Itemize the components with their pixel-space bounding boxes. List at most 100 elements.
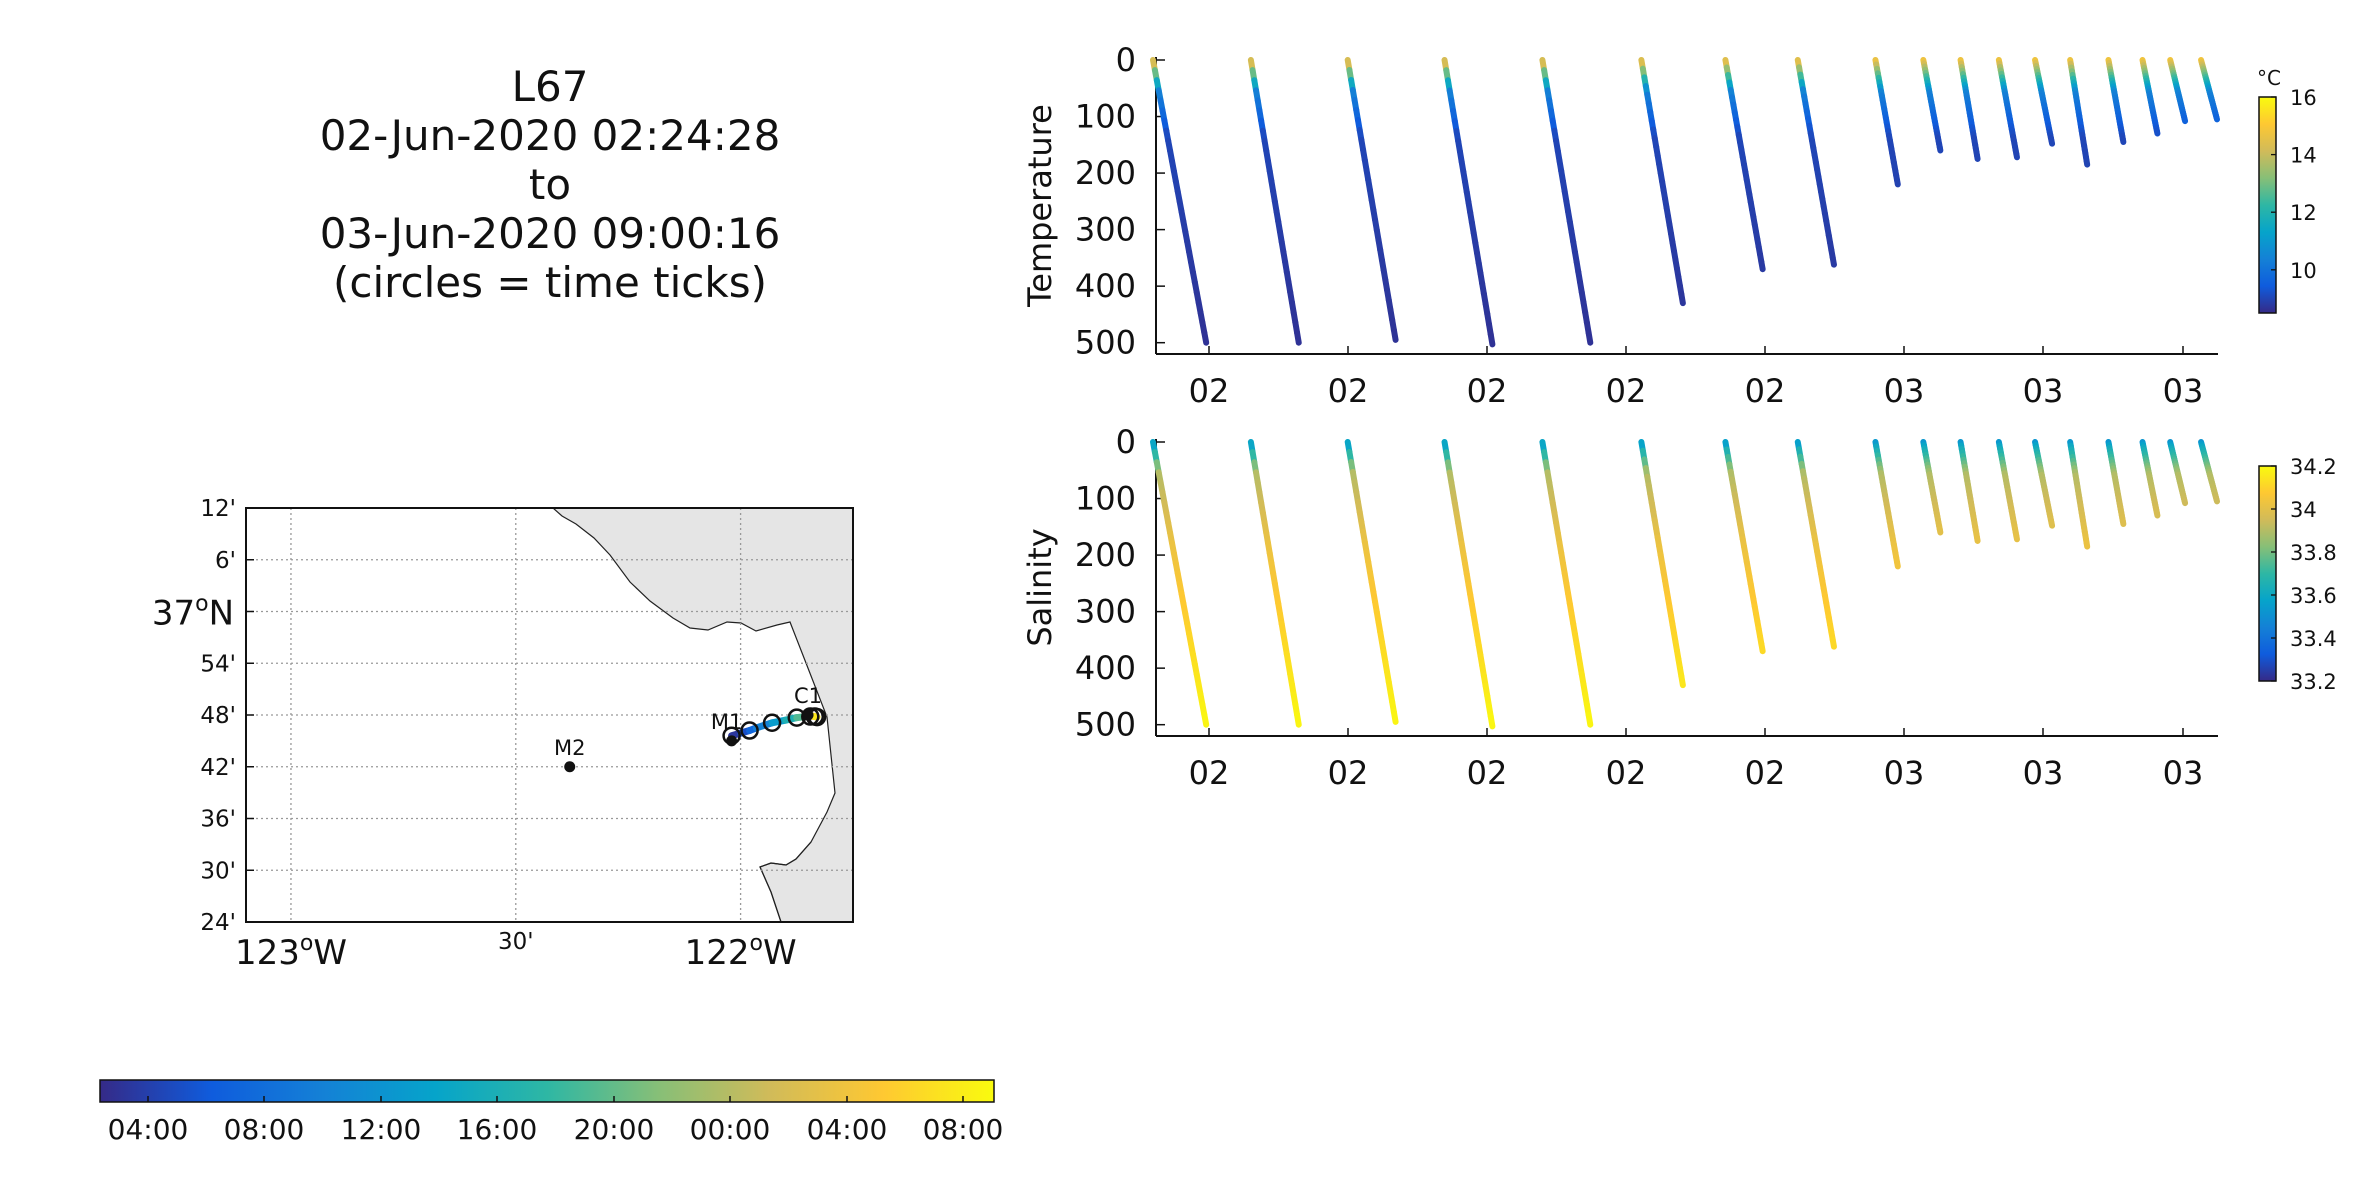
temperature-section: 0 100 200 300 400 500 Temperature 02 02 02 02 02 03 0… <box>1021 41 2317 410</box>
time-colorbar-label-3: 16:00 <box>457 1113 538 1146</box>
sal-profile-17-seg-27 <box>2213 496 2220 505</box>
sal-profile-11-seg-27 <box>2013 532 2020 543</box>
time-colorbar-label-5: 00:00 <box>690 1113 771 1146</box>
sal-profile-5-seg-27 <box>1678 673 1686 689</box>
temp-profile-11-seg-27 <box>2013 150 2020 161</box>
sal-colorbar-label-5: 34.2 <box>2290 455 2337 479</box>
map-lat-label-8: 24' <box>200 910 236 936</box>
map-lat-label-0: 12' <box>200 496 236 522</box>
temp-colorbar-label-1: 12 <box>2290 201 2317 225</box>
temp-y-tick-label-2: 200 <box>1075 154 1136 192</box>
temp-y-label: Temperature <box>1021 104 1059 308</box>
temp-profile-13-seg-27 <box>2083 157 2091 168</box>
sal-profile-0-seg-27 <box>1201 711 1210 728</box>
time-colorbar-label-2: 12:00 <box>341 1113 422 1146</box>
sal-profile-9-seg-27 <box>1936 526 1944 536</box>
sal-profile-1-seg-27 <box>1294 711 1302 728</box>
time-colorbar-bar <box>99 1079 995 1103</box>
coastline-south <box>759 841 812 923</box>
temp-colorbar <box>2258 96 2277 314</box>
sal-x-tick-label-7: 03 <box>2163 754 2204 792</box>
title-start-time: 02-Jun-2020 02:24:28 <box>319 111 781 160</box>
map-lat-label-7: 30' <box>200 858 236 884</box>
map-lat-label-6: 36' <box>200 807 236 833</box>
sal-profile-15-seg-27 <box>2153 509 2161 519</box>
temp-profile-14-seg-27 <box>2119 136 2127 145</box>
map-lat-label-4: 48' <box>200 703 236 729</box>
temp-profile-12-seg-27 <box>2048 137 2056 147</box>
temp-x-tick-label-5: 03 <box>1884 372 1925 410</box>
sal-profile-2-seg-27 <box>1390 708 1399 725</box>
sal-y-tick-label-5: 500 <box>1075 706 1136 744</box>
temp-y-tick-label-0: 0 <box>1116 41 1136 79</box>
time-colorbar-label-6: 04:00 <box>807 1113 888 1146</box>
sal-x-tick-label-0: 02 <box>1189 754 1230 792</box>
temp-colorbar-unit: °C <box>2257 66 2281 90</box>
temp-x-tick-label-4: 02 <box>1745 372 1786 410</box>
station-marker-m2 <box>564 761 576 773</box>
station-label-c1: C1 <box>794 684 822 708</box>
station-label-m1: M1 <box>711 710 742 734</box>
track-map: 12' 6' 37oN 54' 48' 42' 36' 30' 24'123oW 30' 122oW… <box>152 496 854 973</box>
station-label-m2: M2 <box>554 736 585 760</box>
time-colorbar-label-4: 20:00 <box>574 1113 655 1146</box>
sal-profile-3-seg-27 <box>1487 713 1496 730</box>
temp-colorbar-label-3: 16 <box>2290 86 2317 110</box>
track-segment-10 <box>811 713 821 721</box>
sal-y-label: Salinity <box>1021 528 1059 646</box>
temp-x-tick-label-2: 02 <box>1467 372 1508 410</box>
temp-x-tick-label-3: 02 <box>1606 372 1647 410</box>
station-marker-c1 <box>802 709 814 721</box>
time-colorbar-label-0: 04:00 <box>108 1113 189 1146</box>
figure-title: L67 02-Jun-2020 02:24:28 to 03-Jun-2020 … <box>230 62 870 307</box>
temp-profile-3-seg-27 <box>1487 331 1496 348</box>
title-note: (circles = time ticks) <box>333 258 767 307</box>
temp-profile-16-seg-27 <box>2181 115 2189 125</box>
temp-profile-1-seg-27 <box>1294 329 1302 346</box>
temp-y-tick-label-1: 100 <box>1075 98 1136 136</box>
sal-profile-16-seg-27 <box>2181 497 2189 507</box>
temp-profile-2-seg-27 <box>1390 326 1399 343</box>
map-lat-label-1: 6' <box>215 548 236 574</box>
sal-profile-12-seg-27 <box>2048 519 2056 529</box>
sal-profile-14-seg-27 <box>2119 518 2127 527</box>
sal-x-tick-label-4: 02 <box>1745 754 1786 792</box>
temp-profile-5-seg-27 <box>1678 291 1686 307</box>
temp-profile-7-seg-27 <box>1829 254 1837 268</box>
temp-colorbar-label-0: 10 <box>2290 259 2317 283</box>
sal-x-tick-label-3: 02 <box>1606 754 1647 792</box>
map-lon-label-2: 122oW <box>685 931 797 973</box>
sal-y-tick-label-3: 300 <box>1075 593 1136 631</box>
temp-profile-8-seg-27 <box>1894 176 1901 188</box>
temp-x-tick-label-7: 03 <box>2163 372 2204 410</box>
sal-x-tick-label-2: 02 <box>1467 754 1508 792</box>
temp-profile-0-seg-27 <box>1201 329 1210 346</box>
time-colorbar-label-1: 08:00 <box>224 1113 305 1146</box>
temp-profile-9-seg-27 <box>1936 144 1944 154</box>
sal-y-tick-label-4: 400 <box>1075 649 1136 687</box>
sal-colorbar-label-1: 33.4 <box>2290 627 2337 651</box>
sal-profile-13-seg-27 <box>2083 539 2091 550</box>
salinity-section: 0 100 200 300 400 500 Salinity 02 02 02 02 02 03 03 03… <box>1021 423 2337 792</box>
sal-y-tick-label-0: 0 <box>1116 423 1136 461</box>
title-to: to <box>528 160 572 209</box>
temp-profile-15-seg-27 <box>2153 127 2161 137</box>
temp-y-tick-label-4: 400 <box>1075 267 1136 305</box>
map-lat-label-3: 54' <box>200 651 236 677</box>
temp-x-tick-label-0: 02 <box>1189 372 1230 410</box>
time-tick-circle-2 <box>740 721 759 740</box>
sal-x-tick-label-6: 03 <box>2023 754 2064 792</box>
temp-profile-17-seg-27 <box>2213 114 2220 123</box>
sal-x-tick-label-5: 03 <box>1884 754 1925 792</box>
time-colorbar: 04:00 08:00 12:00 16:00 20:00 00:00 04:00 08:00 <box>99 1079 1004 1146</box>
temp-profile-4-seg-27 <box>1585 329 1594 346</box>
title-mission: L67 <box>511 62 589 111</box>
temp-y-tick-label-3: 300 <box>1075 211 1136 249</box>
map-lat-label-5: 42' <box>200 755 236 781</box>
sal-y-tick-label-1: 100 <box>1075 480 1136 518</box>
temp-profile-6-seg-27 <box>1758 258 1766 273</box>
time-colorbar-label-7: 08:00 <box>923 1113 1004 1146</box>
sal-profile-10-seg-27 <box>1973 534 1981 544</box>
sal-profile-6-seg-27 <box>1758 640 1766 655</box>
